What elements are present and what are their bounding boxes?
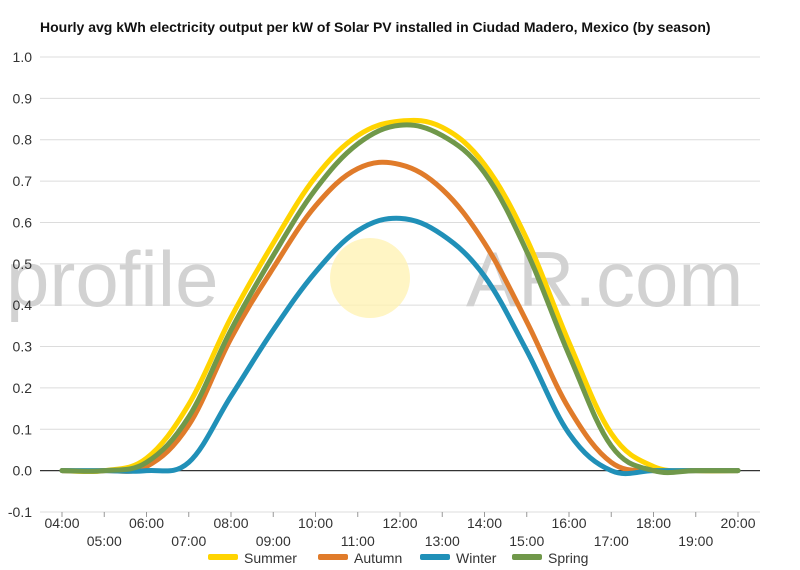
legend-label-spring: Spring xyxy=(548,550,588,566)
chart-title: Hourly avg kWh electricity output per kW… xyxy=(40,19,711,35)
x-tick-label: 09:00 xyxy=(256,533,291,549)
y-tick-label: 0.1 xyxy=(13,421,33,437)
x-tick-label: 06:00 xyxy=(129,515,164,531)
watermark-sun-icon xyxy=(330,238,410,318)
legend-label-winter: Winter xyxy=(456,550,497,566)
x-tick-label: 07:00 xyxy=(171,533,206,549)
series-line-spring xyxy=(59,122,741,476)
y-tick-label: 0.2 xyxy=(13,380,33,396)
series-line-autumn xyxy=(59,159,741,474)
x-tick-label: 10:00 xyxy=(298,515,333,531)
y-tick-label: 0.0 xyxy=(13,463,33,479)
x-tick-label: 08:00 xyxy=(213,515,248,531)
x-tick-label: 04:00 xyxy=(44,515,79,531)
x-tick-label: 18:00 xyxy=(636,515,671,531)
y-tick-label: 0.4 xyxy=(13,297,33,313)
series-line-winter xyxy=(59,215,741,477)
legend-label-autumn: Autumn xyxy=(354,550,402,566)
legend-swatch-autumn xyxy=(318,554,348,560)
y-tick-label: 0.5 xyxy=(13,256,33,272)
x-tick-label: 15:00 xyxy=(509,533,544,549)
y-tick-label: 0.7 xyxy=(13,173,33,189)
x-tick-label: 14:00 xyxy=(467,515,502,531)
y-tick-label: 0.8 xyxy=(13,132,33,148)
legend: Summer Autumn Winter Spring xyxy=(208,550,588,566)
x-tick-label: 05:00 xyxy=(87,533,122,549)
legend-swatch-summer xyxy=(208,554,238,560)
legend-swatch-winter xyxy=(420,554,450,560)
watermark: profile AR.com xyxy=(6,235,743,323)
x-tick-label: 17:00 xyxy=(594,533,629,549)
series-line-summer xyxy=(59,117,741,475)
legend-label-summer: Summer xyxy=(244,550,297,566)
x-tick-label: 20:00 xyxy=(720,515,755,531)
x-tick-label: 12:00 xyxy=(382,515,417,531)
y-tick-label: 0.3 xyxy=(13,339,33,355)
x-tick-label: 13:00 xyxy=(425,533,460,549)
y-tick-label: 0.9 xyxy=(13,90,33,106)
x-tick-label: 16:00 xyxy=(551,515,586,531)
watermark-text-right: AR.com xyxy=(466,235,743,323)
series-lines xyxy=(59,117,741,477)
x-tick-label: 19:00 xyxy=(678,533,713,549)
y-tick-label: 0.6 xyxy=(13,214,33,230)
x-tick-label: 11:00 xyxy=(341,533,375,549)
legend-swatch-spring xyxy=(512,554,542,560)
y-tick-label: 1.0 xyxy=(13,49,33,65)
y-tick-label: -0.1 xyxy=(8,504,32,520)
watermark-text-left: profile xyxy=(6,235,218,323)
